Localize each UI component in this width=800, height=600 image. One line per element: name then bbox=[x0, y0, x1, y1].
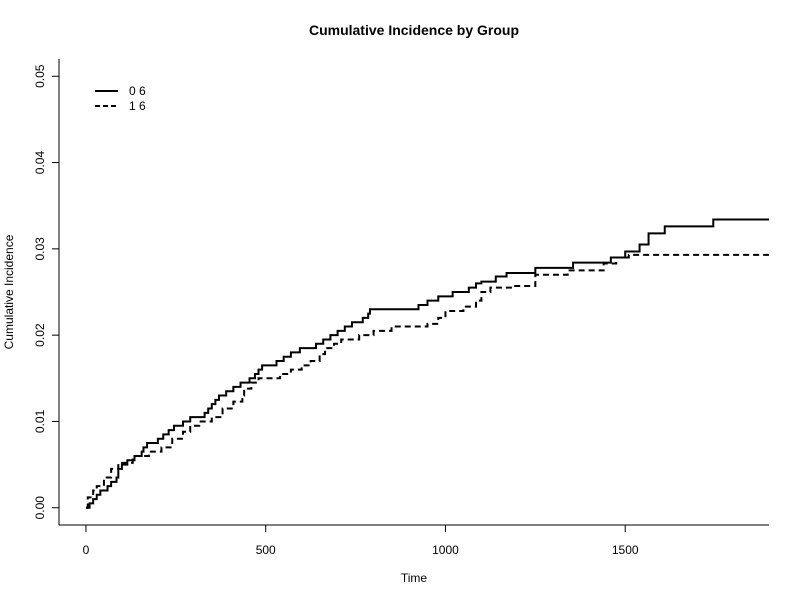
y-tick-label: 0.03 bbox=[33, 237, 47, 261]
legend: 0 6 1 6 bbox=[95, 84, 146, 113]
legend-label-0-6: 0 6 bbox=[129, 84, 146, 98]
y-tick-label: 0.05 bbox=[33, 64, 47, 88]
x-tick-label: 0 bbox=[83, 543, 90, 557]
x-tick-label: 1000 bbox=[432, 543, 459, 557]
series-line-1-6 bbox=[85, 253, 769, 509]
y-tick-label: 0.00 bbox=[33, 496, 47, 520]
y-tick-label: 0.04 bbox=[33, 151, 47, 175]
chart-title: Cumulative Incidence by Group bbox=[309, 22, 519, 38]
y-axis-ticks: 0.00 0.01 0.02 0.03 0.04 0.05 bbox=[33, 64, 59, 519]
series-layer bbox=[85, 218, 769, 509]
y-axis-label: Cumulative Incidence bbox=[2, 234, 16, 349]
x-axis-ticks: 0 500 1000 1500 bbox=[83, 525, 639, 557]
series-line-0-6 bbox=[85, 218, 769, 509]
plot-area bbox=[59, 59, 769, 525]
x-axis-label: Time bbox=[401, 571, 428, 585]
y-tick-label: 0.02 bbox=[33, 323, 47, 347]
legend-label-1-6: 1 6 bbox=[129, 99, 146, 113]
x-tick-label: 1500 bbox=[612, 543, 639, 557]
x-tick-label: 500 bbox=[256, 543, 276, 557]
y-tick-label: 0.01 bbox=[33, 409, 47, 433]
